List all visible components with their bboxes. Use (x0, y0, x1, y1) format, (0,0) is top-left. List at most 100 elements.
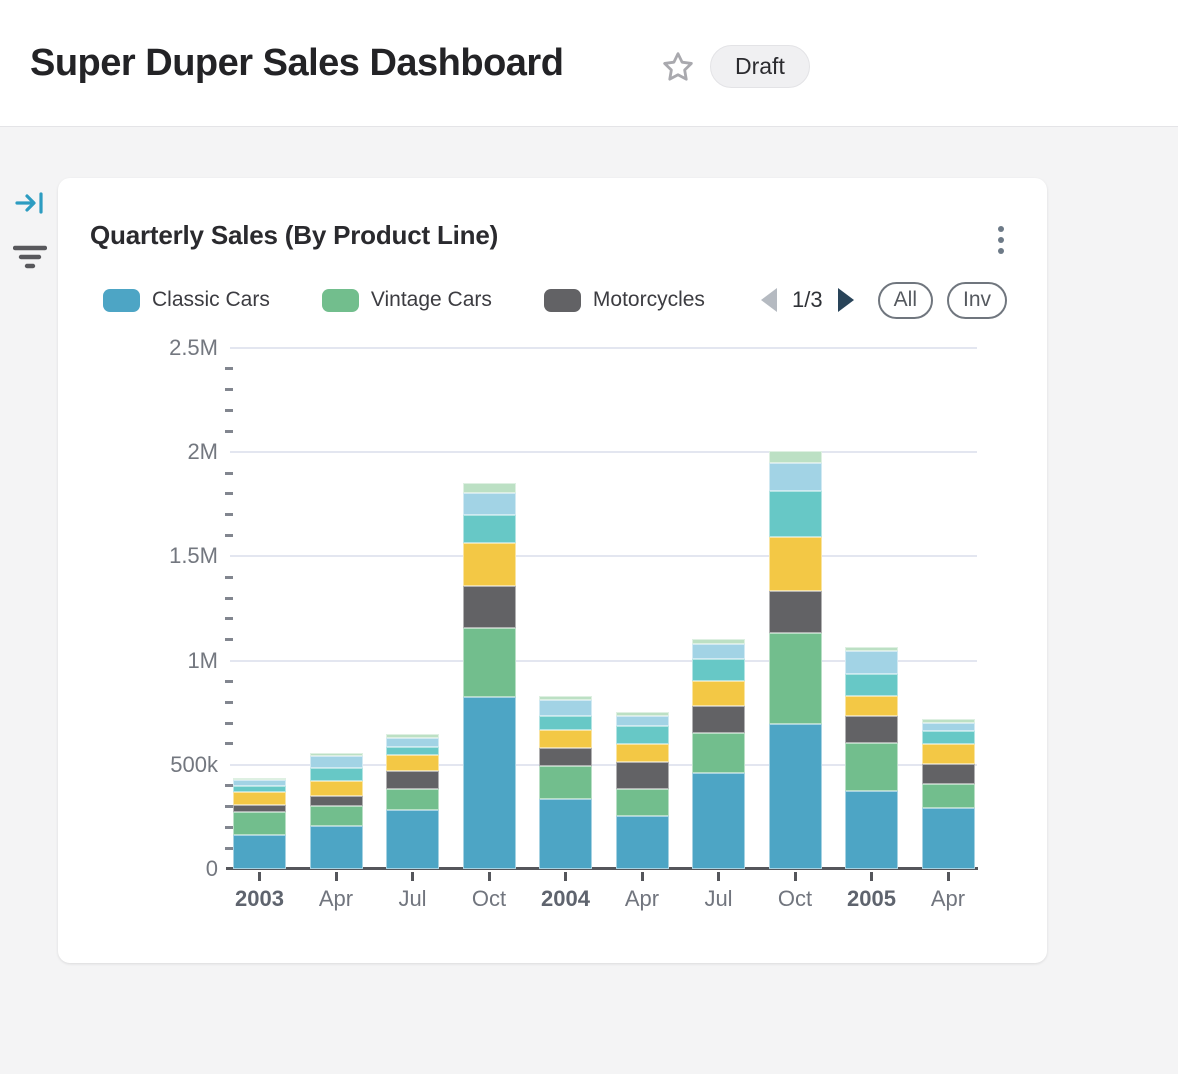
bar-segment[interactable] (462, 627, 516, 697)
bar-segment[interactable] (692, 644, 745, 660)
bar-segment[interactable] (386, 788, 439, 810)
bar-segment[interactable] (386, 755, 439, 772)
bar-segment[interactable] (309, 756, 363, 768)
bar-segment[interactable] (233, 780, 286, 787)
bar-segment[interactable] (768, 462, 822, 491)
bar-segment[interactable] (615, 762, 669, 789)
bar-segment[interactable] (309, 796, 363, 807)
bar-segment[interactable] (233, 805, 286, 813)
bar-segment[interactable] (386, 771, 439, 789)
bar-segment[interactable] (309, 752, 363, 757)
bar-segment[interactable] (539, 700, 592, 717)
bar-segment[interactable] (921, 807, 975, 869)
bar-segment[interactable] (539, 766, 592, 800)
y-minor-tick (225, 534, 233, 538)
bar-segment[interactable] (921, 764, 975, 785)
bar-segment[interactable] (539, 696, 592, 701)
bar-segment[interactable] (309, 826, 363, 869)
legend-item[interactable]: Vintage Cars (321, 288, 492, 312)
bar-segment[interactable] (233, 786, 286, 793)
bar-segment[interactable] (692, 706, 745, 733)
favorite-star-icon[interactable] (661, 50, 695, 84)
collapse-panel-right-icon[interactable] (15, 189, 45, 217)
legend-label: Classic Cars (152, 288, 270, 311)
bar-segment[interactable] (309, 806, 363, 827)
bar-segment[interactable] (615, 788, 669, 816)
legend-inverse-button[interactable]: Inv (946, 281, 1007, 319)
bar-segment[interactable] (462, 696, 516, 869)
bar-segment[interactable] (692, 659, 745, 682)
bar-segment[interactable] (845, 673, 898, 697)
bar-segment[interactable] (921, 722, 975, 732)
bar-segment[interactable] (539, 747, 592, 767)
bar-segment[interactable] (845, 716, 898, 743)
bar-segment[interactable] (845, 646, 898, 651)
bar-segment[interactable] (768, 490, 822, 537)
bar-segment[interactable] (692, 638, 745, 645)
bar-segment[interactable] (921, 719, 975, 723)
bar-segment[interactable] (462, 482, 516, 493)
x-tick (411, 872, 414, 881)
y-minor-tick (225, 471, 233, 475)
legend-item[interactable]: Motorcycles (543, 288, 705, 312)
bar-segment[interactable] (462, 492, 516, 516)
bar-segment[interactable] (921, 731, 975, 745)
bar-segment[interactable] (615, 743, 669, 763)
x-tick (793, 872, 797, 881)
x-axis-label: Apr (930, 886, 966, 911)
y-minor-tick (225, 804, 233, 808)
bar-segment[interactable] (233, 792, 286, 805)
bar-segment[interactable] (462, 515, 516, 543)
gridline (230, 347, 977, 349)
bar-segment[interactable] (845, 696, 898, 717)
legend-prev-button[interactable] (761, 288, 778, 312)
bar-segment[interactable] (845, 742, 898, 792)
x-tick (640, 872, 644, 881)
bar-segment[interactable] (615, 712, 669, 716)
bar-segment[interactable] (539, 716, 592, 730)
legend-all-button[interactable]: All (877, 281, 933, 319)
y-axis-label: 1M (187, 647, 218, 673)
legend-label: Motorcycles (592, 288, 705, 311)
bar-segment[interactable] (768, 632, 822, 725)
bar-segment[interactable] (768, 724, 822, 869)
bar-segment[interactable] (233, 812, 286, 836)
bar-segment[interactable] (233, 835, 286, 869)
bar-segment[interactable] (462, 585, 516, 628)
x-tick (946, 872, 950, 881)
legend: Classic Cars Vintage Cars Motorcycles (103, 288, 757, 312)
bar-segment[interactable] (386, 747, 439, 756)
bar-segment[interactable] (845, 651, 898, 674)
bar-segment[interactable] (692, 772, 745, 869)
y-axis-label: 500k (170, 751, 218, 777)
bar-segment[interactable] (692, 681, 745, 707)
bar-segment[interactable] (768, 450, 822, 463)
bar-segment[interactable] (615, 725, 669, 744)
bar-segment[interactable] (309, 767, 363, 782)
filter-icon[interactable] (13, 243, 47, 273)
bar-segment[interactable] (233, 777, 286, 780)
legend-item[interactable]: Classic Cars (103, 288, 270, 312)
legend-swatch (103, 288, 140, 312)
gridline (230, 763, 977, 766)
bar-segment[interactable] (768, 536, 822, 591)
bar-segment[interactable] (768, 590, 822, 633)
bar-segment[interactable] (615, 815, 669, 869)
bar-segment[interactable] (386, 733, 439, 738)
bar-segment[interactable] (921, 744, 975, 765)
more-options-button[interactable] (990, 220, 1012, 260)
bar-segment[interactable] (539, 799, 592, 869)
bar-segment[interactable] (309, 781, 363, 797)
legend-next-button[interactable] (837, 288, 854, 312)
bar-segment[interactable] (692, 732, 745, 773)
x-axis-label: Apr (624, 886, 660, 911)
bar-segment[interactable] (386, 809, 439, 869)
y-minor-tick (225, 846, 233, 850)
bar-segment[interactable] (539, 729, 592, 748)
bar-segment[interactable] (462, 542, 516, 586)
bar-segment[interactable] (386, 737, 439, 748)
bar-segment[interactable] (845, 791, 898, 869)
bar-segment[interactable] (615, 715, 669, 726)
x-tick (334, 872, 338, 881)
bar-segment[interactable] (921, 784, 975, 808)
